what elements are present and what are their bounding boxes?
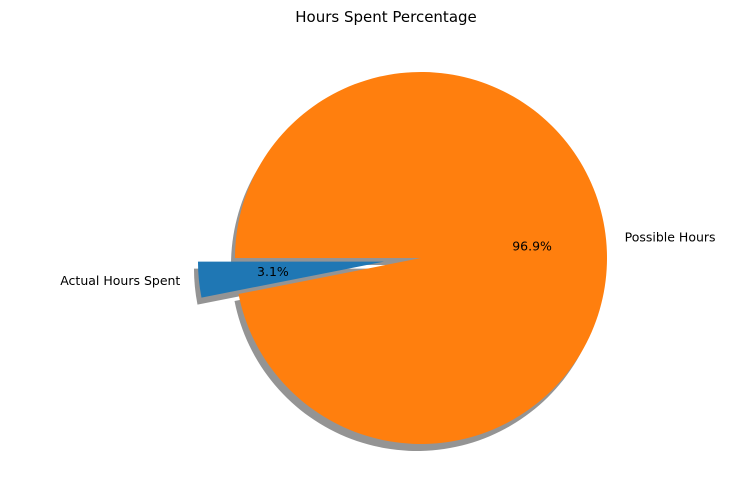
pie-slice-actual-hours-spent (197, 261, 384, 298)
slice-percent-possible-hours: 96.9% (512, 239, 552, 254)
pie-slices (197, 72, 607, 445)
slice-label-actual-hours-spent: Actual Hours Spent (60, 273, 180, 288)
slice-label-possible-hours: Possible Hours (625, 230, 716, 245)
pie-labels: Actual Hours Spent 3.1% Possible Hours 96.9… (60, 230, 715, 288)
chart-title: Hours Spent Percentage (295, 8, 477, 26)
slice-percent-actual-hours-spent: 3.1% (257, 264, 289, 279)
pie-slice-possible-hours (235, 72, 607, 445)
